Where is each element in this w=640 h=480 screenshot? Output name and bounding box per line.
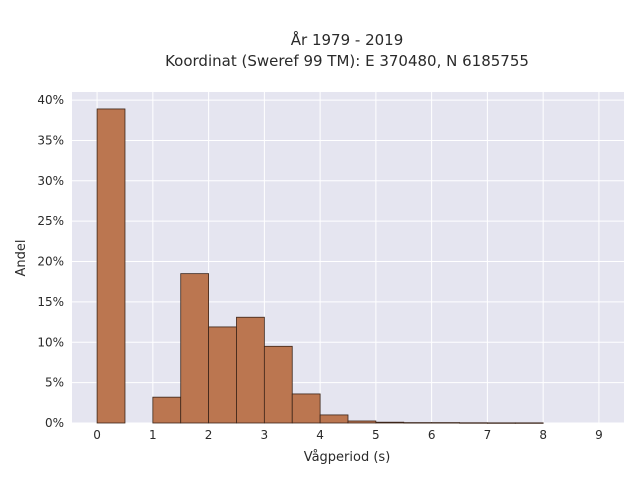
x-tick-label: 7 bbox=[484, 428, 492, 442]
y-tick-label: 35% bbox=[37, 133, 64, 147]
histogram-bar bbox=[403, 422, 433, 424]
chart-title-line-2: Koordinat (Sweref 99 TM): E 370480, N 61… bbox=[165, 52, 529, 70]
y-tick-label: 5% bbox=[45, 376, 64, 390]
histogram-bar bbox=[180, 273, 210, 424]
x-axis-label: Vågperiod (s) bbox=[304, 450, 391, 465]
histogram-bar bbox=[96, 108, 126, 424]
x-tick-label: 2 bbox=[205, 428, 213, 442]
histogram-bar bbox=[347, 420, 377, 424]
x-tick-label: 4 bbox=[316, 428, 324, 442]
histogram-bar bbox=[236, 316, 265, 424]
histogram-bar bbox=[319, 414, 349, 424]
histogram-bar bbox=[208, 326, 237, 424]
x-tick-label: 9 bbox=[595, 428, 603, 442]
x-tick-label: 6 bbox=[428, 428, 436, 442]
y-tick-label: 15% bbox=[37, 295, 64, 309]
histogram-bar bbox=[263, 345, 293, 424]
histogram-bar bbox=[514, 422, 544, 424]
x-tick-label: 5 bbox=[372, 428, 380, 442]
y-axis-ticks: 0% 5% 10% 15% 20% 25% 30% 35% 40% bbox=[37, 93, 64, 430]
y-axis-label: Andel bbox=[14, 240, 29, 277]
x-tick-label: 3 bbox=[261, 428, 269, 442]
y-tick-label: 20% bbox=[37, 255, 64, 269]
histogram-bar bbox=[291, 393, 321, 424]
x-tick-label: 8 bbox=[539, 428, 547, 442]
histogram-bar bbox=[459, 422, 488, 424]
histogram-bar bbox=[486, 422, 516, 424]
x-tick-label: 0 bbox=[93, 428, 101, 442]
y-tick-label: 30% bbox=[37, 174, 64, 188]
histogram-bar bbox=[152, 396, 182, 424]
y-tick-label: 25% bbox=[37, 214, 64, 228]
x-axis-ticks: 0 1 2 3 4 5 6 7 8 9 bbox=[93, 428, 602, 442]
y-tick-label: 10% bbox=[37, 335, 64, 349]
plot-area bbox=[72, 92, 624, 423]
x-tick-label: 1 bbox=[149, 428, 157, 442]
y-tick-label: 0% bbox=[45, 416, 64, 430]
chart-title-line-1: År 1979 - 2019 bbox=[291, 30, 404, 49]
histogram-bar bbox=[431, 422, 460, 424]
histogram-bars bbox=[96, 108, 544, 424]
histogram-bar bbox=[375, 421, 405, 424]
y-tick-label: 40% bbox=[37, 93, 64, 107]
